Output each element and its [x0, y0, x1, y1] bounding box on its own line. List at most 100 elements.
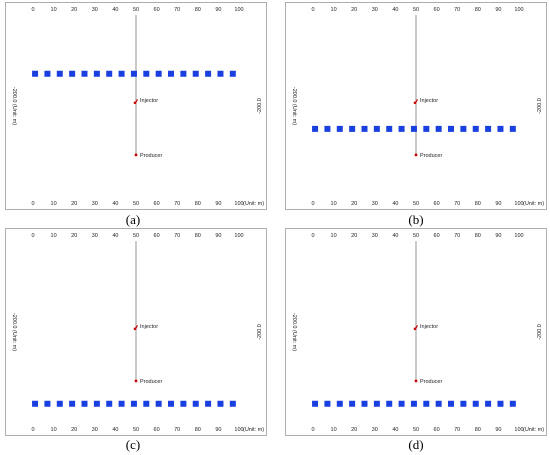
bottom-tick-label: 100: [514, 427, 523, 433]
top-tick-label: 100: [234, 7, 243, 13]
producer-dot: [134, 379, 138, 383]
top-tick-label: 90: [495, 233, 501, 239]
producer-dot: [134, 153, 138, 157]
barrier-block: [312, 400, 319, 407]
top-tick-label: 40: [112, 233, 118, 239]
barrier-block: [435, 125, 442, 132]
bottom-tick-label: 0: [31, 427, 34, 433]
bottom-tick-label: 90: [215, 427, 221, 433]
barrier-block: [373, 400, 380, 407]
barrier-block: [324, 125, 331, 132]
top-tick-label: 100: [514, 233, 523, 239]
bottom-tick-label: 10: [331, 427, 337, 433]
bottom-tick-label: 70: [174, 427, 180, 433]
bottom-tick-label: 50: [133, 427, 139, 433]
bottom-tick-label: 50: [413, 201, 419, 207]
bottom-tick-label: 70: [174, 201, 180, 207]
barrier-block: [336, 400, 343, 407]
barrier-block: [485, 125, 492, 132]
bottom-tick-label: 100: [234, 427, 243, 433]
producer-label: Producer: [420, 379, 442, 385]
barrier-block: [410, 125, 417, 132]
bottom-tick-label: 20: [71, 427, 77, 433]
barrier-block: [410, 400, 417, 407]
right-axis-label: -200.0: [537, 98, 543, 114]
bottom-tick-label: 30: [92, 201, 98, 207]
bottom-tick-label: 10: [331, 201, 337, 207]
unit-label: (Unit: m): [523, 427, 544, 433]
barrier-block: [361, 400, 368, 407]
barrier-block: [217, 70, 224, 77]
bottom-tick-label: 10: [51, 201, 57, 207]
top-tick-label: 50: [133, 7, 139, 13]
top-tick-label: 10: [51, 7, 57, 13]
producer-label: Producer: [140, 379, 162, 385]
barrier-block: [155, 70, 162, 77]
barrier-block: [229, 400, 236, 407]
injector-label: Injector: [420, 98, 438, 104]
bottom-tick-label: 40: [112, 427, 118, 433]
barrier-block: [472, 125, 479, 132]
top-tick-label: 90: [215, 233, 221, 239]
bottom-tick-label: 50: [413, 427, 419, 433]
injector-dot: [133, 327, 137, 331]
injector-dot: [413, 101, 417, 105]
top-tick-label: 80: [475, 7, 481, 13]
bottom-tick-label: 100: [514, 201, 523, 207]
top-tick-label: 100: [514, 7, 523, 13]
barrier-block: [312, 125, 319, 132]
barrier-block: [143, 400, 150, 407]
top-tick-label: 50: [133, 233, 139, 239]
injector-dot: [413, 327, 417, 331]
top-tick-label: 50: [413, 233, 419, 239]
top-tick-label: 60: [154, 7, 160, 13]
bottom-tick-label: 40: [112, 201, 118, 207]
barrier-block: [69, 70, 76, 77]
bottom-tick-label: 30: [372, 201, 378, 207]
top-tick-label: 60: [434, 233, 440, 239]
barrier-block: [205, 400, 212, 407]
barrier-block: [118, 400, 125, 407]
barrier-block: [509, 125, 516, 132]
barrier-block: [509, 400, 516, 407]
top-tick-label: 10: [331, 233, 337, 239]
bottom-tick-label: 60: [154, 427, 160, 433]
panel-caption: (c): [125, 437, 141, 452]
barrier-block: [106, 70, 113, 77]
barrier-block: [32, 70, 39, 77]
bottom-tick-label: 40: [392, 201, 398, 207]
right-axis-label: -200.0: [537, 324, 543, 340]
barrier-block: [398, 400, 405, 407]
barrier-block: [69, 400, 76, 407]
bottom-tick-label: 30: [372, 427, 378, 433]
top-tick-label: 90: [215, 7, 221, 13]
barrier-block: [472, 400, 479, 407]
barrier-block: [423, 400, 430, 407]
barrier-block: [435, 400, 442, 407]
top-tick-label: 60: [434, 7, 440, 13]
barrier-block: [460, 400, 467, 407]
top-tick-label: 0: [311, 7, 314, 13]
bottom-tick-label: 50: [133, 201, 139, 207]
barrier-block: [497, 125, 504, 132]
bottom-tick-label: 90: [495, 201, 501, 207]
injector-label: Injector: [140, 324, 158, 330]
top-tick-label: 40: [392, 233, 398, 239]
barrier-block: [130, 70, 137, 77]
barrier-block: [398, 125, 405, 132]
left-axis-label: -200.0 (Unit: m): [11, 313, 17, 351]
barrier-block: [373, 125, 380, 132]
barrier-block: [56, 400, 63, 407]
bottom-tick-label: 60: [154, 201, 160, 207]
right-axis-label: -200.0: [257, 324, 263, 340]
barrier-block: [143, 70, 150, 77]
bottom-tick-label: 100: [234, 201, 243, 207]
top-tick-label: 100: [234, 233, 243, 239]
barrier-block: [217, 400, 224, 407]
barrier-block: [180, 70, 187, 77]
top-tick-label: 10: [51, 233, 57, 239]
top-tick-label: 70: [174, 7, 180, 13]
top-tick-label: 30: [92, 233, 98, 239]
top-tick-label: 80: [195, 7, 201, 13]
top-tick-label: 20: [71, 233, 77, 239]
